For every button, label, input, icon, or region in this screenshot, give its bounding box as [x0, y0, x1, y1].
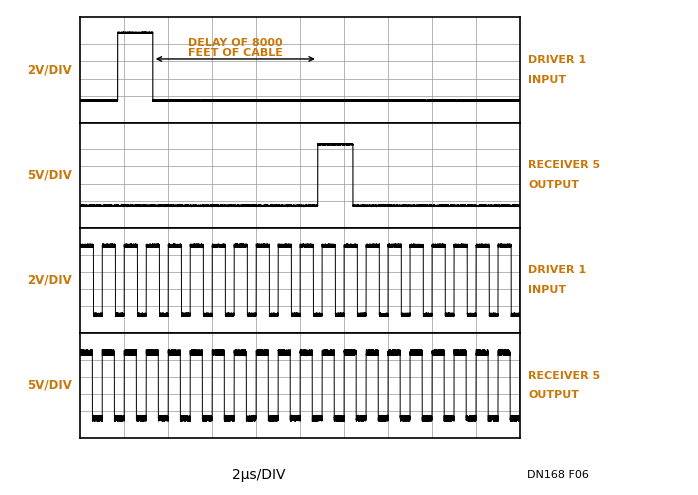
Text: FEET OF CABLE: FEET OF CABLE: [188, 49, 283, 58]
Text: DRIVER 1: DRIVER 1: [528, 55, 586, 65]
Text: INPUT: INPUT: [528, 75, 567, 85]
Text: 2V/DIV: 2V/DIV: [27, 63, 72, 76]
Text: OUTPUT: OUTPUT: [528, 391, 579, 400]
Text: 5V/DIV: 5V/DIV: [27, 169, 72, 182]
Text: 2μs/DIV: 2μs/DIV: [232, 468, 285, 482]
Text: DN168 F06: DN168 F06: [527, 470, 589, 480]
Text: DRIVER 1: DRIVER 1: [528, 265, 586, 275]
Text: DELAY OF 8000: DELAY OF 8000: [188, 38, 283, 48]
Text: OUTPUT: OUTPUT: [528, 180, 579, 190]
Text: RECEIVER 5: RECEIVER 5: [528, 160, 600, 170]
Text: RECEIVER 5: RECEIVER 5: [528, 371, 600, 381]
Text: 5V/DIV: 5V/DIV: [27, 379, 72, 392]
Text: 2V/DIV: 2V/DIV: [27, 274, 72, 287]
Text: INPUT: INPUT: [528, 285, 567, 295]
